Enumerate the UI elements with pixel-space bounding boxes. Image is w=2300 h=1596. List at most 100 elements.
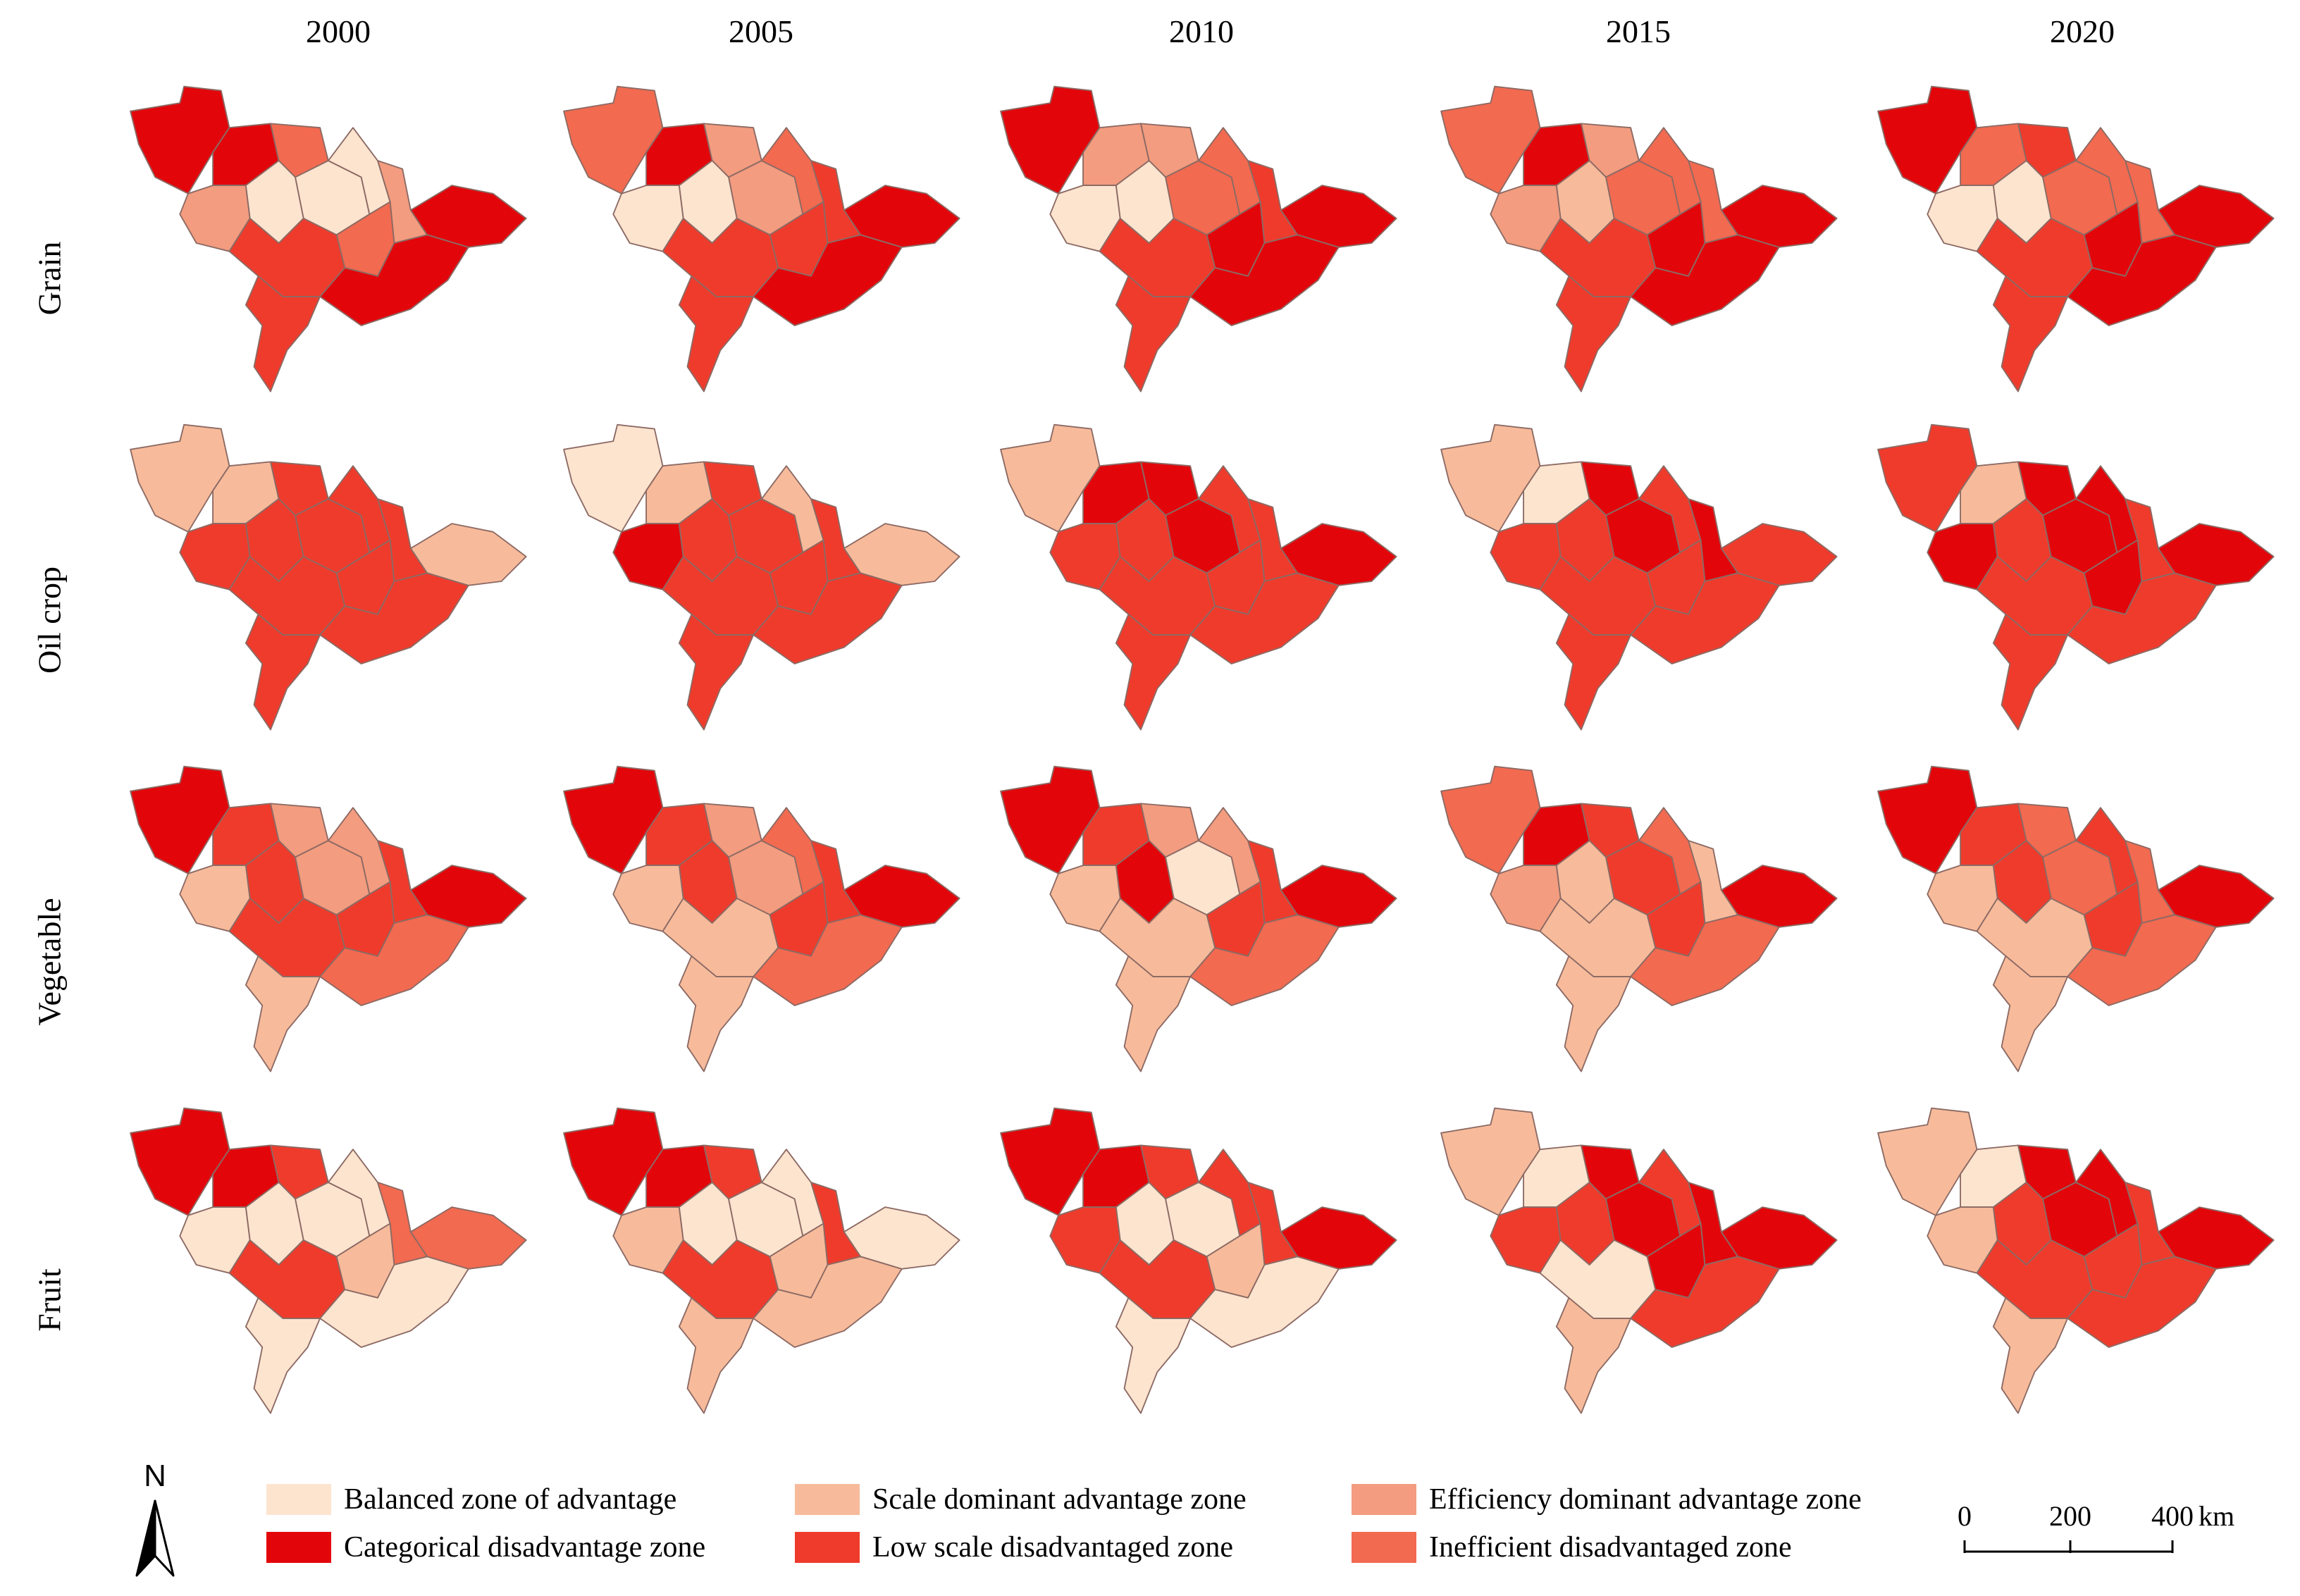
map-panel-grain-2010: [976, 70, 1413, 416]
region-13-categorical: [1630, 234, 1780, 326]
region-12-low-scale: [1115, 275, 1192, 392]
region-12-balanced: [1115, 1297, 1192, 1414]
region-12-scale-dominant: [1992, 955, 2069, 1072]
province-map: [130, 85, 527, 392]
region-13-low-scale: [1630, 1256, 1780, 1348]
map-panel-vegetable-2000: [106, 750, 543, 1096]
province-map: [1440, 1107, 1838, 1414]
region-13-low-scale: [1630, 572, 1780, 664]
north-arrow: N: [127, 1459, 183, 1578]
province-map: [1440, 423, 1838, 731]
region-12-scale-dominant: [245, 955, 321, 1072]
map-panel-fruit-2005: [539, 1092, 976, 1437]
region-13-low-scale: [2067, 1256, 2217, 1348]
map-panel-grain-2015: [1416, 70, 1853, 416]
province-map: [1000, 423, 1397, 731]
province-map: [563, 85, 960, 392]
column-title-2020: 2020: [2050, 13, 2115, 49]
province-map: [1440, 765, 1838, 1072]
region-13-inefficient: [1630, 914, 1780, 1006]
map-panel-fruit-2020: [1853, 1092, 2290, 1437]
region-13-categorical: [753, 234, 903, 326]
region-13-balanced: [319, 1256, 469, 1348]
map-panel-oil-crop-2005: [539, 409, 976, 754]
legend-item-inefficient: Inefficient disadvantaged zone: [1352, 1526, 1792, 1569]
legend-item-efficiency-dominant: Efficiency dominant advantage zone: [1352, 1478, 1862, 1521]
map-panel-grain-2000: [106, 70, 543, 416]
scale-tick-label-200: 200: [2049, 1500, 2091, 1532]
legend-swatch: [795, 1532, 860, 1563]
region-12-scale-dominant: [1555, 1297, 1632, 1414]
region-12-low-scale: [245, 275, 321, 392]
region-13-inefficient: [2067, 914, 2217, 1006]
legend-swatch: [795, 1484, 860, 1515]
map-panel-fruit-2015: [1416, 1092, 1853, 1437]
province-map: [1877, 423, 2275, 731]
legend-label: Efficiency dominant advantage zone: [1429, 1483, 1862, 1516]
region-12-low-scale: [1992, 275, 2069, 392]
scale-bar-line: [1963, 1540, 2174, 1553]
legend-swatch: [1352, 1484, 1416, 1515]
map-panel-grain-2020: [1853, 70, 2290, 416]
map-panel-oil-crop-2015: [1416, 409, 1853, 754]
scale-tick-label-0: 0: [1958, 1500, 1972, 1532]
region-13-low-scale: [319, 572, 469, 664]
legend-swatch: [266, 1484, 331, 1515]
north-label: N: [144, 1459, 166, 1493]
region-13-categorical: [1189, 234, 1340, 326]
region-13-scale-dominant: [753, 1256, 903, 1348]
legend-item-categorical: Categorical disadvantage zone: [266, 1526, 705, 1569]
region-13-low-scale: [2067, 572, 2217, 664]
map-panel-grain-2005: [539, 70, 976, 416]
region-13-categorical: [2067, 234, 2217, 326]
legend: Balanced zone of advantage Scale dominant…: [266, 1478, 1929, 1584]
legend-item-low-scale: Low scale disadvantaged zone: [795, 1526, 1233, 1569]
region-13-inefficient: [319, 914, 469, 1006]
legend-swatch: [1352, 1532, 1416, 1563]
region-13-inefficient: [753, 914, 903, 1006]
scale-bar: 0 200 400 km: [1945, 1494, 2276, 1571]
region-12-low-scale: [1555, 613, 1632, 731]
legend-label: Low scale disadvantaged zone: [872, 1531, 1233, 1564]
province-map: [1000, 1107, 1397, 1414]
province-map: [1440, 85, 1838, 392]
region-12-scale-dominant: [678, 955, 755, 1072]
province-map: [130, 1107, 527, 1414]
map-panel-vegetable-2010: [976, 750, 1413, 1096]
map-panel-fruit-2010: [976, 1092, 1413, 1437]
map-panel-oil-crop-2010: [976, 409, 1413, 754]
scale-tick-label-400: 400: [2151, 1500, 2194, 1532]
region-12-low-scale: [1555, 275, 1632, 392]
map-panel-vegetable-2005: [539, 750, 976, 1096]
legend-swatch: [266, 1532, 331, 1563]
region-12-low-scale: [1115, 613, 1192, 731]
legend-item-balanced: Balanced zone of advantage: [266, 1478, 676, 1521]
region-12-low-scale: [245, 613, 321, 731]
region-12-scale-dominant: [1115, 955, 1192, 1072]
legend-item-scale-dominant: Scale dominant advantage zone: [795, 1478, 1247, 1521]
region-12-low-scale: [678, 275, 755, 392]
province-map: [1877, 1107, 2275, 1414]
province-map: [1000, 765, 1397, 1072]
scale-unit: km: [2199, 1500, 2235, 1532]
legend-label: Balanced zone of advantage: [344, 1483, 677, 1516]
province-map: [563, 1107, 960, 1414]
region-13-low-scale: [1189, 572, 1340, 664]
region-13-balanced: [1189, 1256, 1340, 1348]
region-13-inefficient: [1189, 914, 1340, 1006]
province-map: [130, 765, 527, 1072]
region-12-scale-dominant: [1992, 1297, 2069, 1414]
map-panel-vegetable-2015: [1416, 750, 1853, 1096]
province-map: [1877, 85, 2275, 392]
column-title-2000: 2000: [306, 13, 371, 49]
region-12-low-scale: [678, 613, 755, 731]
map-panel-oil-crop-2000: [106, 409, 543, 754]
map-panel-vegetable-2020: [1853, 750, 2290, 1096]
province-map: [563, 765, 960, 1072]
column-title-2005: 2005: [729, 13, 793, 49]
province-map: [563, 423, 960, 731]
region-12-low-scale: [1992, 613, 2069, 731]
region-12-scale-dominant: [1555, 955, 1632, 1072]
province-map: [1877, 765, 2275, 1072]
